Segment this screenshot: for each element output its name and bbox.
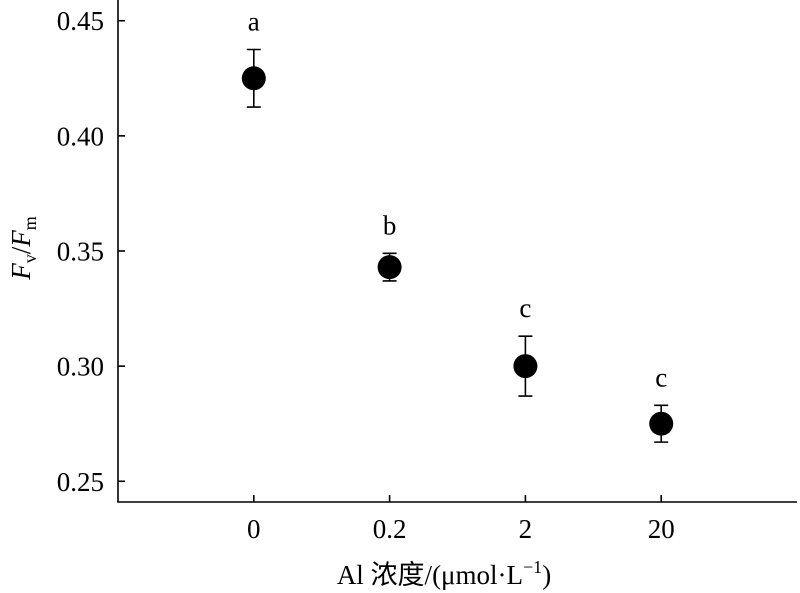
y-tick-label: 0.30 <box>57 352 104 382</box>
y-axis-title-sub1: v <box>20 254 40 263</box>
y-axis-title-slash: / <box>6 246 36 254</box>
significance-label: a <box>248 7 260 37</box>
x-axis-title-superscript: −1 <box>523 557 542 577</box>
x-tick-label: 0 <box>247 514 261 544</box>
x-tick-label: 0.2 <box>373 514 407 544</box>
y-tick-label: 0.35 <box>57 237 104 267</box>
y-tick-label: 0.45 <box>57 6 104 36</box>
x-tick-label: 20 <box>648 514 675 544</box>
plot-area: 0.25 0.30 0.35 0.40 0.45 0 0.2 2 20 a b c c <box>57 6 675 544</box>
y-axis-title-sub2: m <box>20 216 40 230</box>
y-axis-title-f1: F <box>6 263 36 281</box>
significance-label: c <box>655 362 667 392</box>
y-tick-label: 0.25 <box>57 467 104 497</box>
x-tick-label: 2 <box>519 514 533 544</box>
y-axis-title-f2: F <box>6 230 36 248</box>
x-axis-title-text: Al 浓度/(μmol·L <box>337 560 523 590</box>
x-axis-title: Al 浓度/(μmol·L−1) <box>337 557 551 590</box>
data-point <box>241 66 266 91</box>
x-axis-title-close: ) <box>542 560 551 590</box>
significance-label: b <box>383 210 397 240</box>
data-point <box>649 411 674 436</box>
data-point <box>513 354 538 379</box>
y-axis-title: Fv/Fm <box>6 216 40 281</box>
significance-label: c <box>519 293 531 323</box>
data-point <box>377 255 402 280</box>
y-tick-label: 0.40 <box>57 121 104 151</box>
